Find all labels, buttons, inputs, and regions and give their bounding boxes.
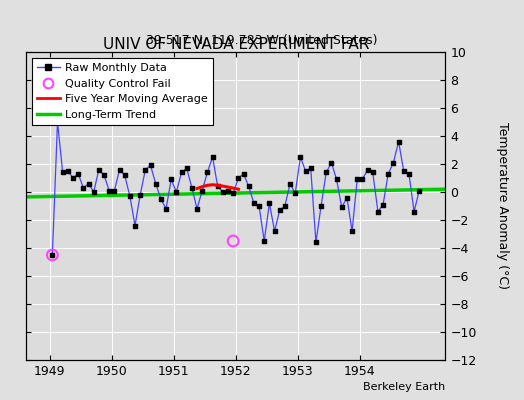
Point	[239, 170, 248, 177]
Point	[229, 190, 237, 197]
Point	[348, 228, 356, 234]
Text: 39.517 N, 119.783 W (United States): 39.517 N, 119.783 W (United States)	[146, 34, 378, 47]
Point	[198, 187, 206, 194]
Point	[177, 169, 185, 176]
Point	[374, 208, 382, 215]
Point	[379, 201, 387, 208]
Point	[224, 187, 232, 194]
Point	[260, 238, 268, 244]
Point	[69, 175, 77, 181]
Point	[53, 119, 62, 125]
Title: UNIV OF NEVADA EXPERIMENT FAR: UNIV OF NEVADA EXPERIMENT FAR	[103, 37, 369, 52]
Point	[307, 165, 315, 171]
Point	[245, 183, 253, 190]
Point	[250, 200, 258, 206]
Point	[95, 166, 103, 173]
Point	[74, 170, 82, 177]
Point	[167, 176, 176, 182]
Point	[209, 154, 217, 160]
Point	[327, 159, 335, 166]
Point	[399, 168, 408, 174]
Point	[48, 252, 57, 258]
Point	[188, 185, 196, 191]
Point	[265, 200, 274, 206]
Point	[131, 222, 139, 229]
Point	[121, 172, 129, 178]
Point	[100, 172, 108, 178]
Point	[59, 169, 67, 176]
Point	[115, 166, 124, 173]
Point	[415, 187, 423, 194]
Point	[219, 189, 227, 195]
Point	[368, 169, 377, 176]
Point	[213, 183, 222, 190]
Point	[229, 238, 237, 244]
Point	[48, 252, 57, 258]
Point	[182, 165, 191, 171]
Point	[270, 228, 279, 234]
Point	[234, 175, 243, 181]
Point	[337, 204, 346, 210]
Point	[157, 196, 165, 202]
Point	[301, 168, 310, 174]
Point	[79, 185, 88, 191]
Point	[395, 138, 403, 145]
Point	[136, 192, 145, 198]
Point	[353, 176, 362, 182]
Point	[64, 168, 72, 174]
Y-axis label: Temperature Anomaly (°C): Temperature Anomaly (°C)	[496, 122, 509, 290]
Point	[84, 180, 93, 187]
Point	[151, 180, 160, 187]
Point	[286, 180, 294, 187]
Point	[332, 176, 341, 182]
Point	[384, 170, 392, 177]
Point	[193, 206, 201, 212]
Point	[90, 189, 98, 195]
Point	[389, 159, 398, 166]
Point	[126, 193, 134, 199]
Point	[312, 239, 320, 246]
Point	[296, 154, 304, 160]
Point	[363, 166, 372, 173]
Point	[141, 166, 149, 173]
Point	[162, 206, 170, 212]
Point	[276, 207, 284, 214]
Point	[291, 190, 299, 197]
Legend: Raw Monthly Data, Quality Control Fail, Five Year Moving Average, Long-Term Tren: Raw Monthly Data, Quality Control Fail, …	[32, 58, 213, 125]
Point	[405, 170, 413, 177]
Point	[203, 169, 212, 176]
Point	[146, 162, 155, 169]
Point	[110, 187, 118, 194]
Point	[322, 169, 331, 176]
Point	[343, 194, 351, 201]
Point	[317, 203, 325, 209]
Point	[281, 203, 289, 209]
Point	[105, 187, 113, 194]
Point	[358, 176, 367, 182]
Point	[410, 208, 418, 215]
Point	[255, 203, 263, 209]
Text: Berkeley Earth: Berkeley Earth	[363, 382, 445, 392]
Point	[172, 189, 181, 195]
